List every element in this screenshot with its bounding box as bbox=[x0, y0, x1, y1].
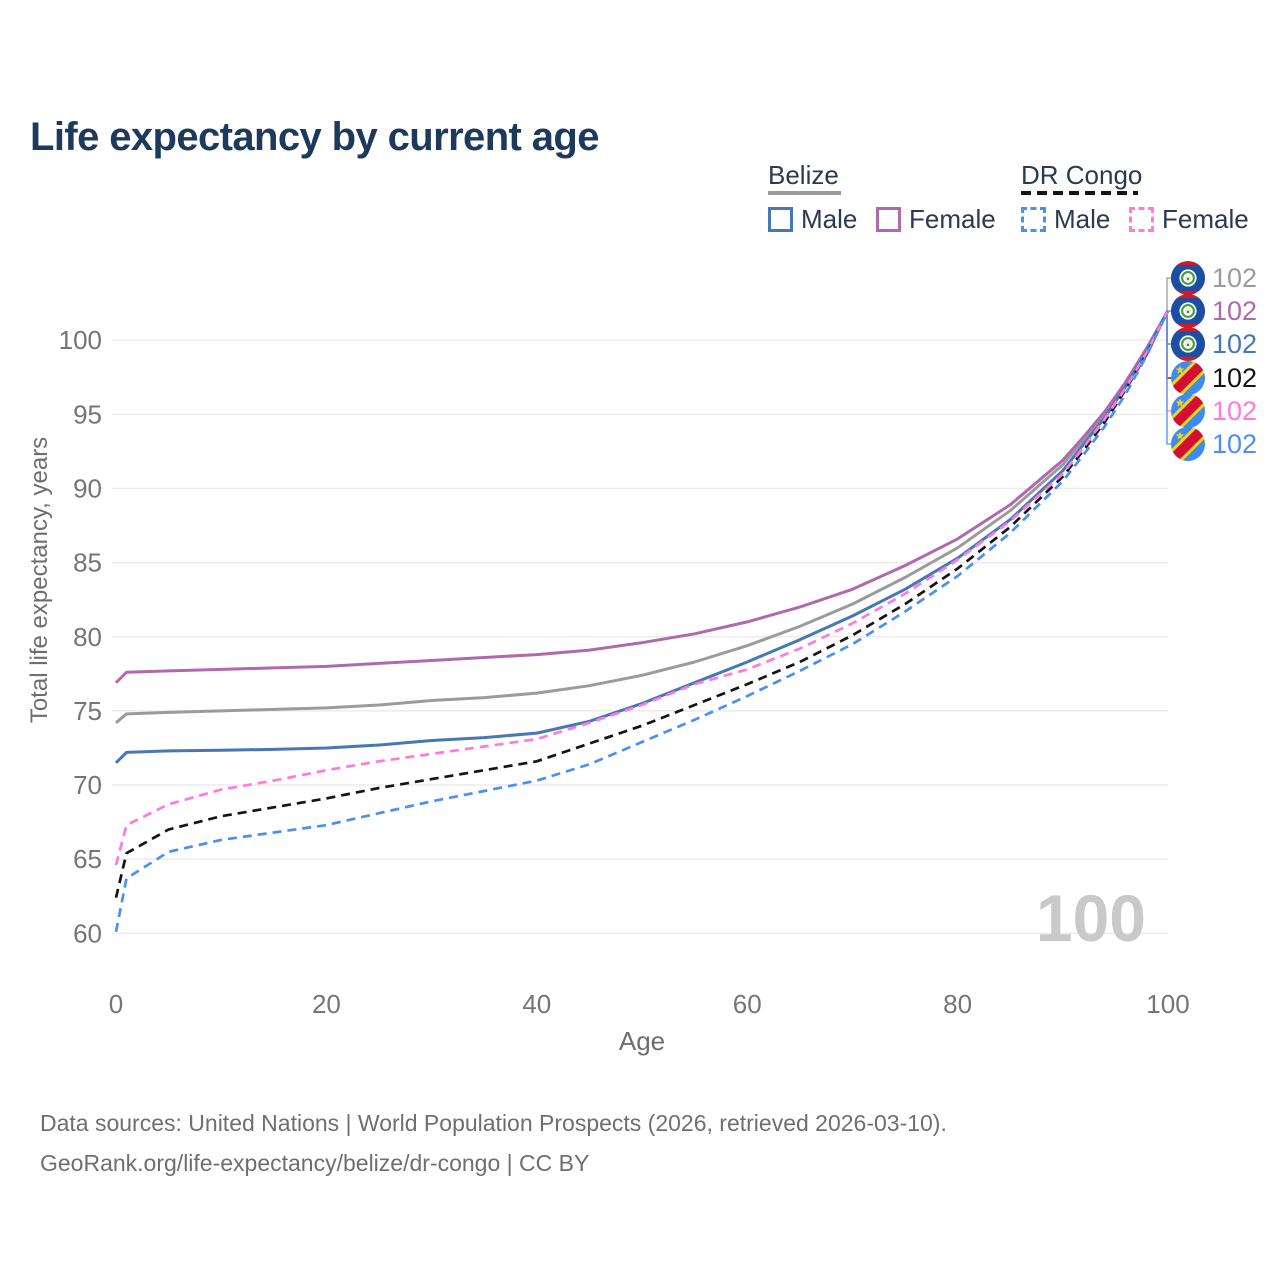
series-line-belize-male[interactable] bbox=[114, 309, 1170, 764]
chart-canvas: 60 65 70 75 80 85 90 95 100 0 20 40 60 80 100 Age Total … bbox=[26, 261, 1257, 1056]
dr-congo-line-swatch bbox=[1021, 191, 1138, 195]
y-tick-label-95: 95 bbox=[73, 399, 102, 429]
end-value-label-dr-congo-male: 102 bbox=[1212, 429, 1257, 459]
legend-group-belize-label: Belize bbox=[768, 160, 839, 190]
x-tick-label-0: 0 bbox=[109, 989, 123, 1019]
y-tick-label-80: 80 bbox=[73, 622, 102, 652]
dr-congo-male-swatch-icon bbox=[1021, 207, 1046, 232]
x-tick-label-20: 20 bbox=[312, 989, 341, 1019]
belize-flag-icon bbox=[1171, 294, 1205, 328]
footer-url-line: GeoRank.org/life-expectancy/belize/dr-co… bbox=[40, 1150, 590, 1176]
y-tick-label-70: 70 bbox=[73, 770, 102, 800]
x-tick-label-80: 80 bbox=[943, 989, 972, 1019]
y-tick-label-85: 85 bbox=[73, 548, 102, 578]
dr-congo-flag-icon bbox=[1171, 427, 1205, 461]
series-line-belize-total[interactable] bbox=[115, 309, 1170, 724]
legend-item-label: Female bbox=[909, 204, 996, 234]
belize-male-swatch-icon bbox=[768, 207, 793, 232]
series-line-belize-female[interactable] bbox=[114, 309, 1170, 684]
x-axis-title: Age bbox=[619, 1026, 665, 1056]
y-tick-label-60: 60 bbox=[73, 918, 102, 948]
end-value-label-dr-congo-total: 102 bbox=[1212, 363, 1257, 393]
legend-group-dr-congo-label: DR Congo bbox=[1021, 160, 1143, 190]
legend-item-dr-congo-male[interactable]: Male bbox=[1021, 204, 1110, 235]
x-tick-label-60: 60 bbox=[733, 989, 762, 1019]
end-value-label-dr-congo-female: 102 bbox=[1212, 396, 1257, 426]
leader-line-dr-congo-male bbox=[1166, 310, 1171, 445]
series-line-dr-congo-total[interactable] bbox=[114, 310, 1170, 899]
legend-item-label: Female bbox=[1162, 204, 1249, 234]
belize-flag-icon bbox=[1171, 327, 1205, 361]
x-tick-label-100: 100 bbox=[1146, 989, 1189, 1019]
y-tick-label-100: 100 bbox=[59, 325, 102, 355]
chart-title: Life expectancy by current age bbox=[30, 114, 600, 159]
legend-item-label: Male bbox=[801, 204, 858, 234]
belize-flag-icon bbox=[1171, 261, 1205, 295]
belize-female-swatch-icon bbox=[876, 207, 901, 232]
end-value-label-belize-total: 102 bbox=[1212, 263, 1257, 293]
leader-line-belize-total bbox=[1166, 277, 1171, 311]
x-tick-label-40: 40 bbox=[522, 989, 551, 1019]
series-line-dr-congo-male[interactable] bbox=[114, 310, 1170, 933]
y-tick-label-75: 75 bbox=[73, 696, 102, 726]
end-value-label-belize-female: 102 bbox=[1212, 296, 1257, 326]
y-axis-title: Total life expectancy, years bbox=[26, 437, 53, 723]
y-tick-label-90: 90 bbox=[73, 474, 102, 504]
y-tick-label-65: 65 bbox=[73, 844, 102, 874]
footer-source-line: Data sources: United Nations | World Pop… bbox=[40, 1110, 947, 1136]
end-value-label-belize-male: 102 bbox=[1212, 329, 1257, 359]
legend-item-belize-female[interactable]: Female bbox=[876, 204, 996, 235]
age-counter-watermark: 100 bbox=[1036, 881, 1146, 955]
legend-item-belize-male[interactable]: Male bbox=[768, 204, 857, 235]
dr-congo-female-swatch-icon bbox=[1129, 207, 1154, 232]
belize-line-swatch bbox=[768, 191, 841, 195]
series-line-dr-congo-female[interactable] bbox=[114, 309, 1170, 866]
legend-item-label: Male bbox=[1054, 204, 1111, 234]
legend-item-dr-congo-female[interactable]: Female bbox=[1129, 204, 1249, 235]
